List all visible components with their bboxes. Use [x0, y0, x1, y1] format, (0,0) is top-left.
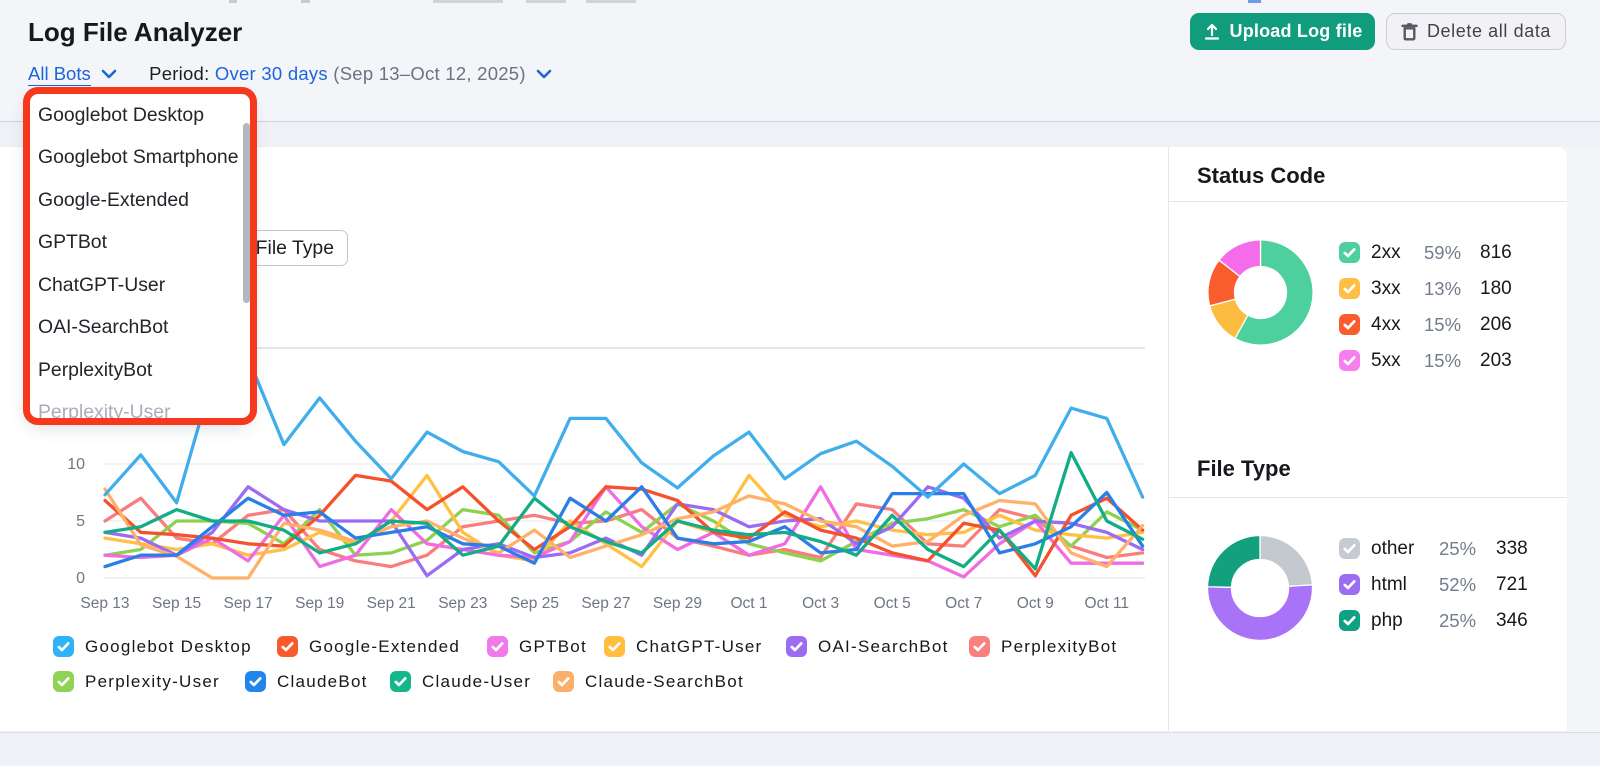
- svg-text:Sep 23: Sep 23: [438, 595, 487, 612]
- svg-text:Sep 19: Sep 19: [295, 595, 344, 612]
- svg-text:5: 5: [76, 513, 85, 530]
- svg-text:10: 10: [67, 456, 85, 473]
- svg-text:Oct 11: Oct 11: [1085, 595, 1130, 612]
- svg-text:Oct 7: Oct 7: [945, 595, 982, 612]
- svg-text:Sep 21: Sep 21: [367, 595, 416, 612]
- svg-text:Sep 17: Sep 17: [224, 595, 273, 612]
- svg-text:Oct 1: Oct 1: [730, 595, 767, 612]
- svg-text:Sep 13: Sep 13: [80, 595, 129, 612]
- svg-text:Oct 5: Oct 5: [874, 595, 911, 612]
- svg-text:0: 0: [76, 570, 85, 587]
- svg-text:Oct 3: Oct 3: [802, 595, 839, 612]
- svg-text:Sep 25: Sep 25: [510, 595, 559, 612]
- svg-text:Sep 15: Sep 15: [152, 595, 201, 612]
- svg-text:Sep 29: Sep 29: [653, 595, 702, 612]
- svg-text:Sep 27: Sep 27: [581, 595, 630, 612]
- svg-text:Oct 9: Oct 9: [1017, 595, 1054, 612]
